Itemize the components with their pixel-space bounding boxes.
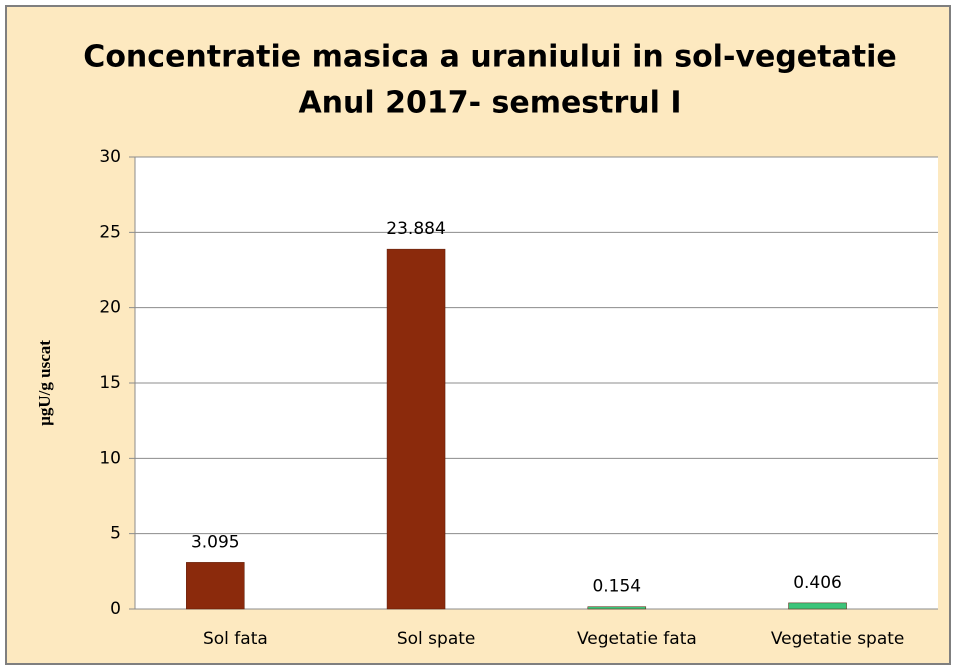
chart-title: Concentratie masica a uraniului in sol-v… [83,40,896,75]
y-tick-label: 0 [110,599,121,619]
bar [587,606,647,610]
y-axis-label: µgU/g uscat [35,340,54,426]
bar [186,562,245,610]
chart-subtitle: Anul 2017- semestrul I [298,86,681,121]
bar [386,248,446,610]
x-tick-label: Vegetatie spate [771,629,905,649]
y-tick-label: 30 [99,147,121,167]
data-label: 0.406 [793,573,842,593]
data-label: 3.095 [191,532,240,552]
y-tick-label: 10 [99,448,121,468]
y-tick-label: 25 [99,222,121,242]
y-tick-label: 20 [99,298,121,318]
x-tick-label: Vegetatie fata [577,629,697,649]
data-label: 0.154 [592,577,641,597]
x-tick-label: Sol fata [203,629,268,649]
y-tick-label: 5 [110,524,121,544]
data-label: 23.884 [386,219,445,239]
x-tick-label: Sol spate [397,629,476,649]
y-tick-label: 15 [99,373,121,393]
bar [788,602,847,610]
